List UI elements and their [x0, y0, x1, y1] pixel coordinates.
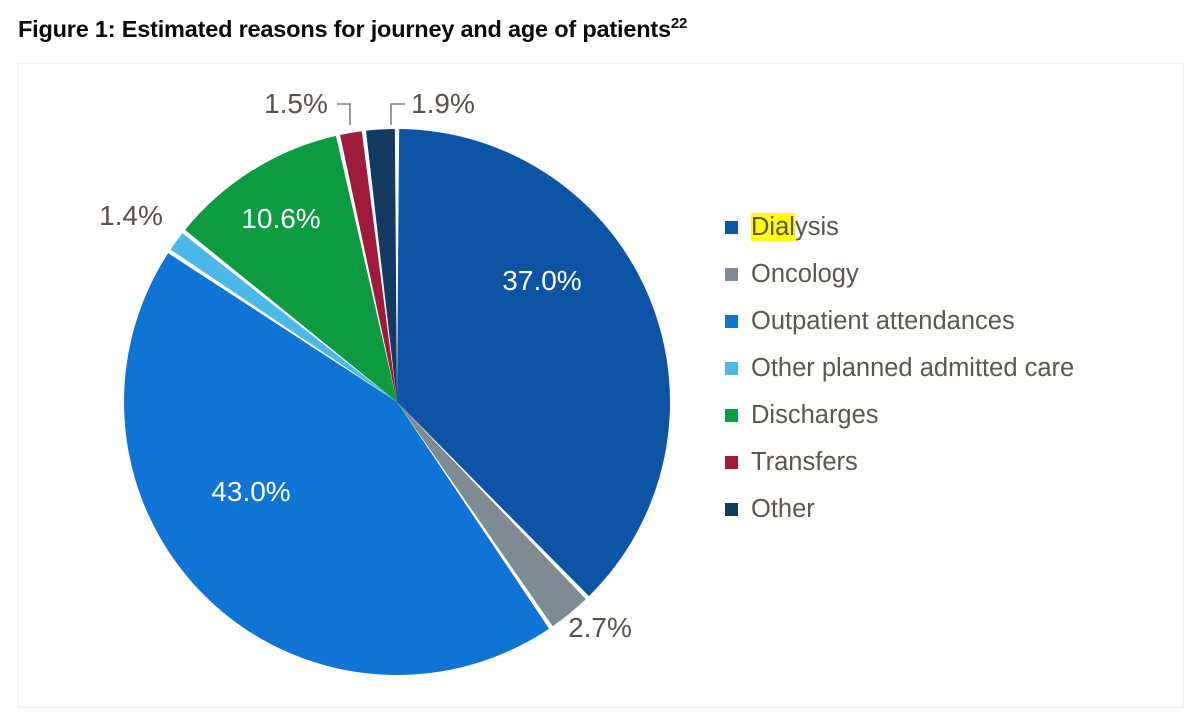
legend-item-discharges[interactable]: Discharges — [725, 392, 1175, 439]
pie-label-discharges: 10.6% — [241, 203, 320, 234]
legend-label-dialysis: Dialysis — [751, 213, 839, 242]
legend-item-outpatient-attendances[interactable]: Outpatient attendances — [725, 298, 1175, 345]
pie-slice-outpatient[interactable] — [124, 253, 550, 675]
pie-slice-other-planned[interactable] — [170, 233, 398, 402]
legend-swatch-icon-transfers — [725, 456, 738, 469]
legend-label-rest: ysis — [794, 213, 839, 241]
pie-chart-svg: 37.0% 43.0% 10.6% 2.7% 1.4% 1.5% 1.9% — [99, 88, 671, 675]
legend-swatch-icon-dialysis — [725, 221, 738, 234]
legend-item-oncology[interactable]: Oncology — [725, 251, 1175, 298]
pie-label-transfers: 1.5% — [264, 88, 328, 119]
pie-label-dialysis: 37.0% — [502, 265, 581, 296]
chart-legend: Dialysis Oncology Outpatient attendances… — [725, 204, 1175, 533]
leader-line-other — [390, 103, 405, 125]
legend-item-other-planned-admitted-care[interactable]: Other planned admitted care — [725, 345, 1175, 392]
legend-item-other[interactable]: Other — [725, 486, 1175, 533]
pie-label-other-planned: 1.4% — [99, 200, 163, 231]
legend-item-transfers[interactable]: Transfers — [725, 439, 1175, 486]
pie-slice-other[interactable] — [365, 129, 397, 402]
pie-slice-transfers[interactable] — [340, 131, 397, 402]
legend-swatch-icon-outpatient-attendances — [725, 315, 738, 328]
legend-swatch-icon-other-planned-admitted-care — [725, 362, 738, 375]
pie-label-outpatient: 43.0% — [211, 476, 290, 507]
pie-slices — [124, 129, 671, 675]
page-title: Figure 1: Estimated reasons for journey … — [18, 16, 687, 43]
legend-label-other-planned-admitted-care: Other planned admitted care — [751, 354, 1075, 382]
legend-swatch-icon-discharges — [725, 409, 738, 422]
pie-slice-discharges[interactable] — [185, 135, 397, 403]
legend-label-discharges: Discharges — [751, 401, 879, 429]
figure-title-text: Figure 1: Estimated reasons for journey … — [18, 16, 671, 42]
legend-swatch-icon-oncology — [725, 268, 738, 281]
pie-slice-oncology[interactable] — [397, 402, 586, 627]
pie-label-oncology: 2.7% — [568, 612, 632, 643]
legend-label-transfers: Transfers — [751, 448, 858, 476]
chart-frame: 37.0% 43.0% 10.6% 2.7% 1.4% 1.5% 1.9% Di… — [18, 63, 1184, 708]
legend-label-highlight: Dial — [751, 213, 795, 241]
legend-item-dialysis[interactable]: Dialysis — [725, 204, 1175, 251]
pie-chart: 37.0% 43.0% 10.6% 2.7% 1.4% 1.5% 1.9% — [19, 64, 719, 709]
pie-label-other: 1.9% — [411, 88, 475, 119]
figure-title-superscript: 22 — [670, 15, 688, 33]
leader-line-transfers — [337, 103, 351, 125]
legend-swatch-icon-other — [725, 503, 738, 516]
legend-label-oncology: Oncology — [751, 260, 859, 288]
legend-label-other: Other — [751, 495, 815, 523]
legend-label-outpatient-attendances: Outpatient attendances — [751, 307, 1015, 335]
pie-slice-dialysis[interactable] — [397, 129, 671, 597]
